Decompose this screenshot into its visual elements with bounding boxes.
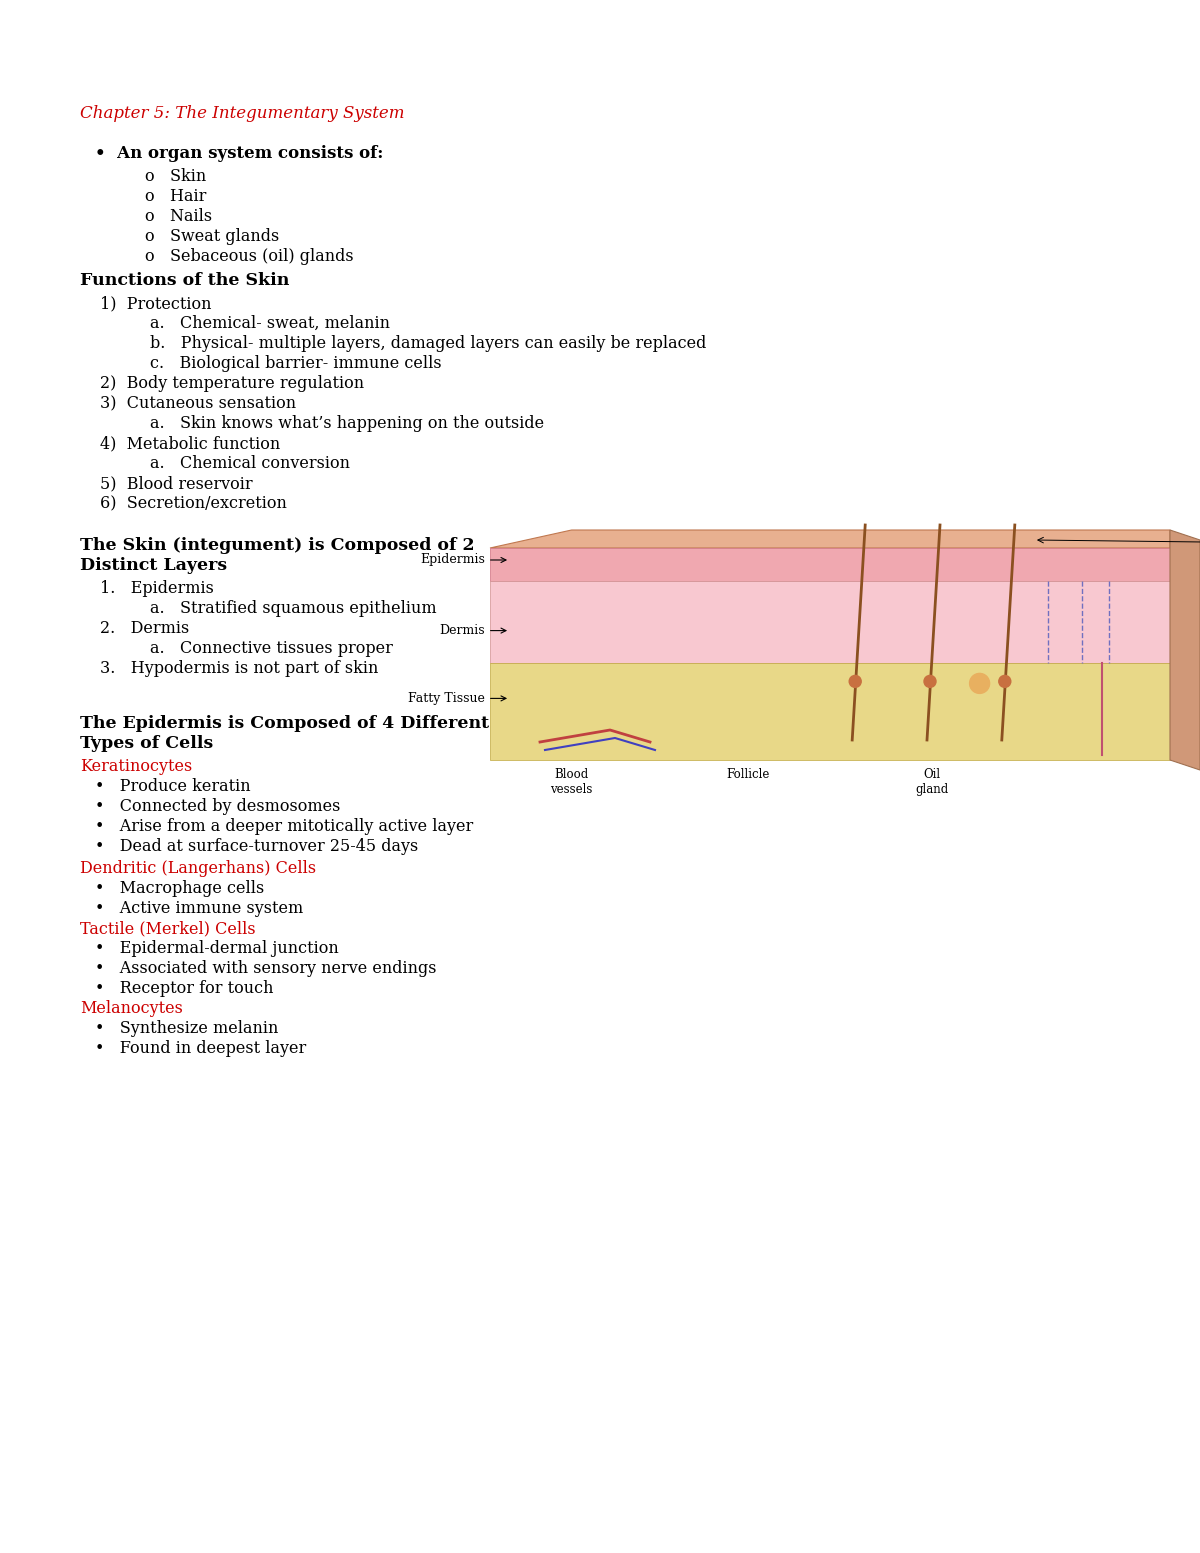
Polygon shape [1170,530,1200,770]
Text: •   Arise from a deeper mitotically active layer: • Arise from a deeper mitotically active… [95,818,473,836]
Text: o   Sebaceous (oil) glands: o Sebaceous (oil) glands [145,248,354,266]
Text: a.   Skin knows what’s happening on the outside: a. Skin knows what’s happening on the ou… [150,415,544,432]
Text: •   Produce keratin: • Produce keratin [95,778,251,795]
Text: o   Sweat glands: o Sweat glands [145,228,280,245]
Circle shape [998,676,1010,688]
Text: 3)  Cutaneous sensation: 3) Cutaneous sensation [100,394,296,412]
Text: 1.   Epidermis: 1. Epidermis [100,579,214,596]
Text: a.   Stratified squamous epithelium: a. Stratified squamous epithelium [150,599,437,617]
Text: •   Synthesize melanin: • Synthesize melanin [95,1020,278,1037]
Polygon shape [490,530,1170,548]
Text: o   Hair: o Hair [145,188,206,205]
Text: The Epidermis is Composed of 4 Different: The Epidermis is Composed of 4 Different [80,714,490,731]
Polygon shape [490,548,1170,581]
Circle shape [970,674,990,693]
Text: a.   Connective tissues proper: a. Connective tissues proper [150,640,392,657]
Text: Distinct Layers: Distinct Layers [80,558,227,575]
Text: a.   Chemical- sweat, melanin: a. Chemical- sweat, melanin [150,315,390,332]
Text: 5)  Blood reservoir: 5) Blood reservoir [100,475,253,492]
Text: •   Found in deepest layer: • Found in deepest layer [95,1041,306,1058]
Text: 4)  Metabolic function: 4) Metabolic function [100,435,281,452]
Text: Epidermis: Epidermis [420,553,506,567]
Text: Dermis: Dermis [439,624,506,637]
Text: Melanocytes: Melanocytes [80,1000,182,1017]
Text: a.   Chemical conversion: a. Chemical conversion [150,455,350,472]
Text: •   Epidermal-dermal junction: • Epidermal-dermal junction [95,940,338,957]
Text: •   Receptor for touch: • Receptor for touch [95,980,274,997]
Circle shape [924,676,936,688]
Text: •   Macrophage cells: • Macrophage cells [95,881,264,898]
Text: 6)  Secretion/excretion: 6) Secretion/excretion [100,495,287,512]
Text: •   Active immune system: • Active immune system [95,901,304,916]
Text: Blood
vessels: Blood vessels [551,769,593,797]
Text: •  An organ system consists of:: • An organ system consists of: [95,144,383,162]
Text: Fatty Tissue: Fatty Tissue [408,693,506,705]
Text: 1)  Protection: 1) Protection [100,295,211,312]
Text: o   Skin: o Skin [145,168,206,185]
Text: Oil
gland: Oil gland [916,769,949,797]
Text: b.   Physical- multiple layers, damaged layers can easily be replaced: b. Physical- multiple layers, damaged la… [150,335,707,353]
Text: Follicle: Follicle [727,769,770,781]
Text: 2)  Body temperature regulation: 2) Body temperature regulation [100,374,364,391]
Text: Tactile (Merkel) Cells: Tactile (Merkel) Cells [80,919,256,936]
Text: Types of Cells: Types of Cells [80,735,214,752]
Text: o   Nails: o Nails [145,208,212,225]
Text: 2.   Dermis: 2. Dermis [100,620,190,637]
Polygon shape [490,581,1170,663]
Text: Chapter 5: The Integumentary System: Chapter 5: The Integumentary System [80,106,404,123]
Circle shape [850,676,862,688]
Text: 3.   Hypodermis is not part of skin: 3. Hypodermis is not part of skin [100,660,378,677]
Text: c.   Biological barrier- immune cells: c. Biological barrier- immune cells [150,356,442,373]
Text: Dendritic (Langerhans) Cells: Dendritic (Langerhans) Cells [80,860,316,877]
Text: Functions of the Skin: Functions of the Skin [80,272,289,289]
Text: The Skin (integument) is Composed of 2: The Skin (integument) is Composed of 2 [80,537,474,554]
Text: •   Dead at surface-turnover 25-45 days: • Dead at surface-turnover 25-45 days [95,839,419,856]
Text: Keratinocytes: Keratinocytes [80,758,192,775]
Text: •   Connected by desmosomes: • Connected by desmosomes [95,798,341,815]
Polygon shape [490,663,1170,759]
Text: •   Associated with sensory nerve endings: • Associated with sensory nerve endings [95,960,437,977]
